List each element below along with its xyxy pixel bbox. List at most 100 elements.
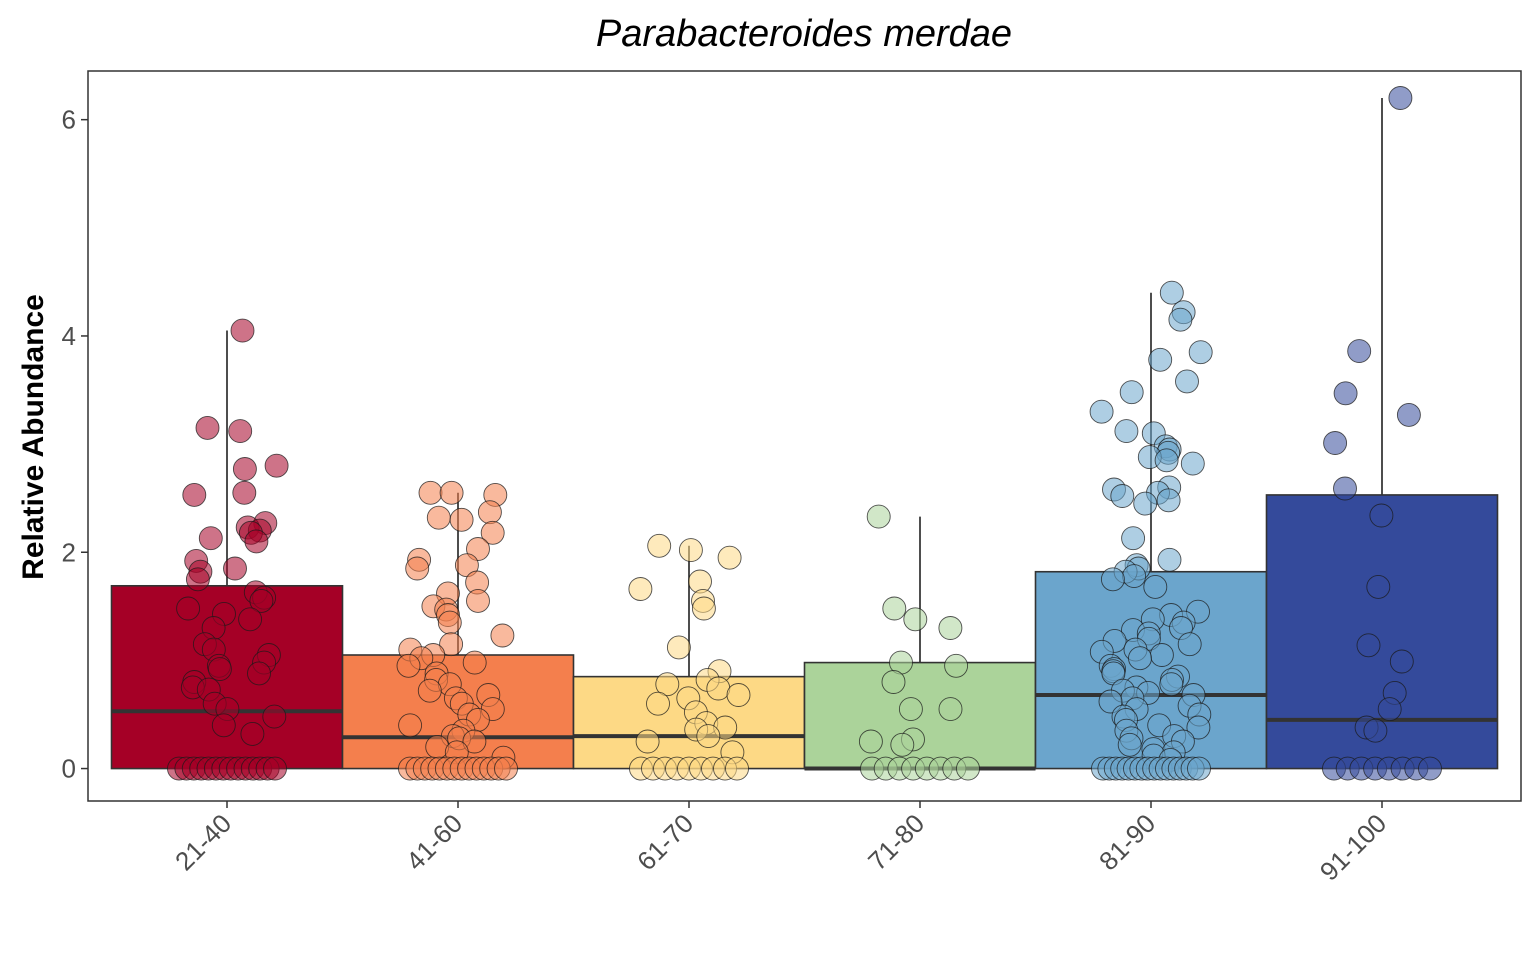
data-point [1149, 643, 1174, 667]
data-point [426, 505, 451, 530]
box-group-91-100 [1265, 98, 1499, 770]
data-point [449, 507, 474, 532]
data-point [726, 683, 751, 707]
data-point [439, 480, 464, 505]
data-point [647, 533, 672, 558]
data-point [198, 526, 223, 551]
points-group-91-100 [1322, 86, 1442, 781]
data-point [938, 697, 963, 722]
data-point [1186, 715, 1211, 740]
y-tick-label: 6 [62, 105, 76, 135]
data-point [881, 670, 906, 694]
data-point [1356, 633, 1381, 658]
y-tick-label: 0 [62, 754, 76, 784]
data-point [195, 415, 220, 440]
data-point [882, 596, 907, 621]
data-point [223, 556, 247, 581]
data-point [1110, 484, 1135, 508]
data-point [1168, 307, 1193, 332]
data-point [240, 721, 265, 746]
data-point [655, 672, 680, 697]
data-point [405, 556, 430, 581]
data-point [1133, 491, 1158, 516]
data-point [1114, 419, 1139, 444]
data-point [866, 504, 891, 529]
data-point [1363, 718, 1388, 743]
data-point [185, 567, 210, 592]
x-tick-label: 41-60 [400, 808, 468, 876]
data-point [1180, 451, 1205, 476]
data-point [1100, 567, 1125, 592]
data-point [678, 538, 703, 563]
data-point [706, 676, 731, 701]
data-point [1143, 574, 1168, 599]
data-point [666, 635, 691, 660]
data-point [956, 756, 980, 781]
data-point [462, 729, 487, 754]
data-point [439, 632, 464, 657]
x-tick-label: 61-70 [631, 808, 699, 876]
x-tick-label: 81-90 [1093, 808, 1161, 876]
data-point [176, 596, 201, 621]
data-point [1154, 448, 1179, 473]
boxes-layer [110, 98, 1499, 771]
data-point [462, 650, 487, 675]
data-point [182, 482, 207, 507]
data-point [1418, 756, 1442, 781]
data-point [1396, 402, 1421, 427]
data-point [244, 529, 269, 554]
data-point [898, 697, 923, 722]
data-point [418, 480, 443, 505]
data-point [232, 457, 257, 481]
data-point [1128, 646, 1152, 671]
data-point [1347, 339, 1372, 364]
data-point [858, 729, 883, 754]
data-point [417, 678, 442, 703]
data-point [691, 596, 716, 621]
data-point [1089, 399, 1114, 424]
data-point [398, 713, 423, 738]
data-point [264, 453, 289, 478]
data-point [263, 756, 287, 781]
data-point [1121, 526, 1146, 551]
plot-panel-border [87, 70, 1522, 802]
chart-title: Parabacteroides merdae [596, 13, 1012, 55]
x-tick-label: 71-80 [862, 808, 930, 876]
data-point [490, 623, 515, 648]
points-group-61-70 [628, 533, 751, 781]
data-point [717, 545, 742, 570]
data-point [238, 607, 263, 632]
data-point [1389, 649, 1414, 674]
data-point [1119, 380, 1144, 405]
data-point [646, 691, 670, 716]
data-point [232, 480, 257, 505]
data-point [628, 577, 653, 601]
data-point [938, 616, 963, 640]
data-point [1117, 732, 1142, 757]
points-group-81-90 [1089, 280, 1213, 781]
data-point [1159, 280, 1184, 305]
data-point [466, 588, 490, 613]
data-point [944, 653, 969, 678]
data-point [262, 704, 287, 729]
data-point [1187, 756, 1211, 781]
data-point [1323, 431, 1348, 455]
data-point [1388, 86, 1413, 110]
data-point [1159, 672, 1184, 697]
data-point [1122, 564, 1147, 589]
data-point [1156, 488, 1181, 513]
y-axis-label: Relative Abundance [17, 294, 50, 580]
data-point [1377, 697, 1402, 722]
data-point [477, 500, 502, 525]
data-point [903, 607, 928, 632]
data-point [249, 588, 274, 613]
data-point [228, 419, 253, 444]
data-point [1188, 340, 1213, 365]
data-point [207, 657, 232, 682]
data-point [437, 610, 462, 635]
data-point [1333, 476, 1357, 501]
y-tick-label: 2 [62, 537, 76, 567]
data-point [890, 732, 915, 757]
